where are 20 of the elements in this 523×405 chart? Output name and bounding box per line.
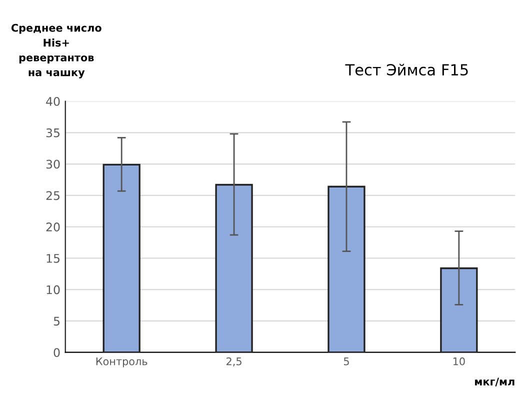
y-axis-title: Среднее число His+ ревертантов на чашку <box>11 24 102 78</box>
y-tick-label: 5 <box>54 316 60 326</box>
bar <box>440 267 478 352</box>
x-tick-label: 10 <box>453 357 465 366</box>
x-axis-title: мкг/мл <box>475 378 514 386</box>
y-tick-label: 35 <box>46 128 60 138</box>
y-tick-label: 40 <box>46 96 60 106</box>
y-tick-label: 0 <box>54 348 60 358</box>
chart-title: Тест Эймса F15 <box>345 64 468 76</box>
y-tick-label: 25 <box>46 191 60 200</box>
y-tick-label: 20 <box>46 222 60 232</box>
bar <box>328 186 366 352</box>
y-tick-label: 30 <box>46 160 60 169</box>
x-tick-label: 5 <box>344 358 349 366</box>
bar <box>102 164 140 352</box>
bar <box>215 184 253 352</box>
x-tick-label: 2,5 <box>226 357 242 366</box>
y-tick-label: 10 <box>46 285 60 294</box>
x-tick-label: Контроль <box>96 358 148 368</box>
y-tick-label: 15 <box>46 254 60 263</box>
